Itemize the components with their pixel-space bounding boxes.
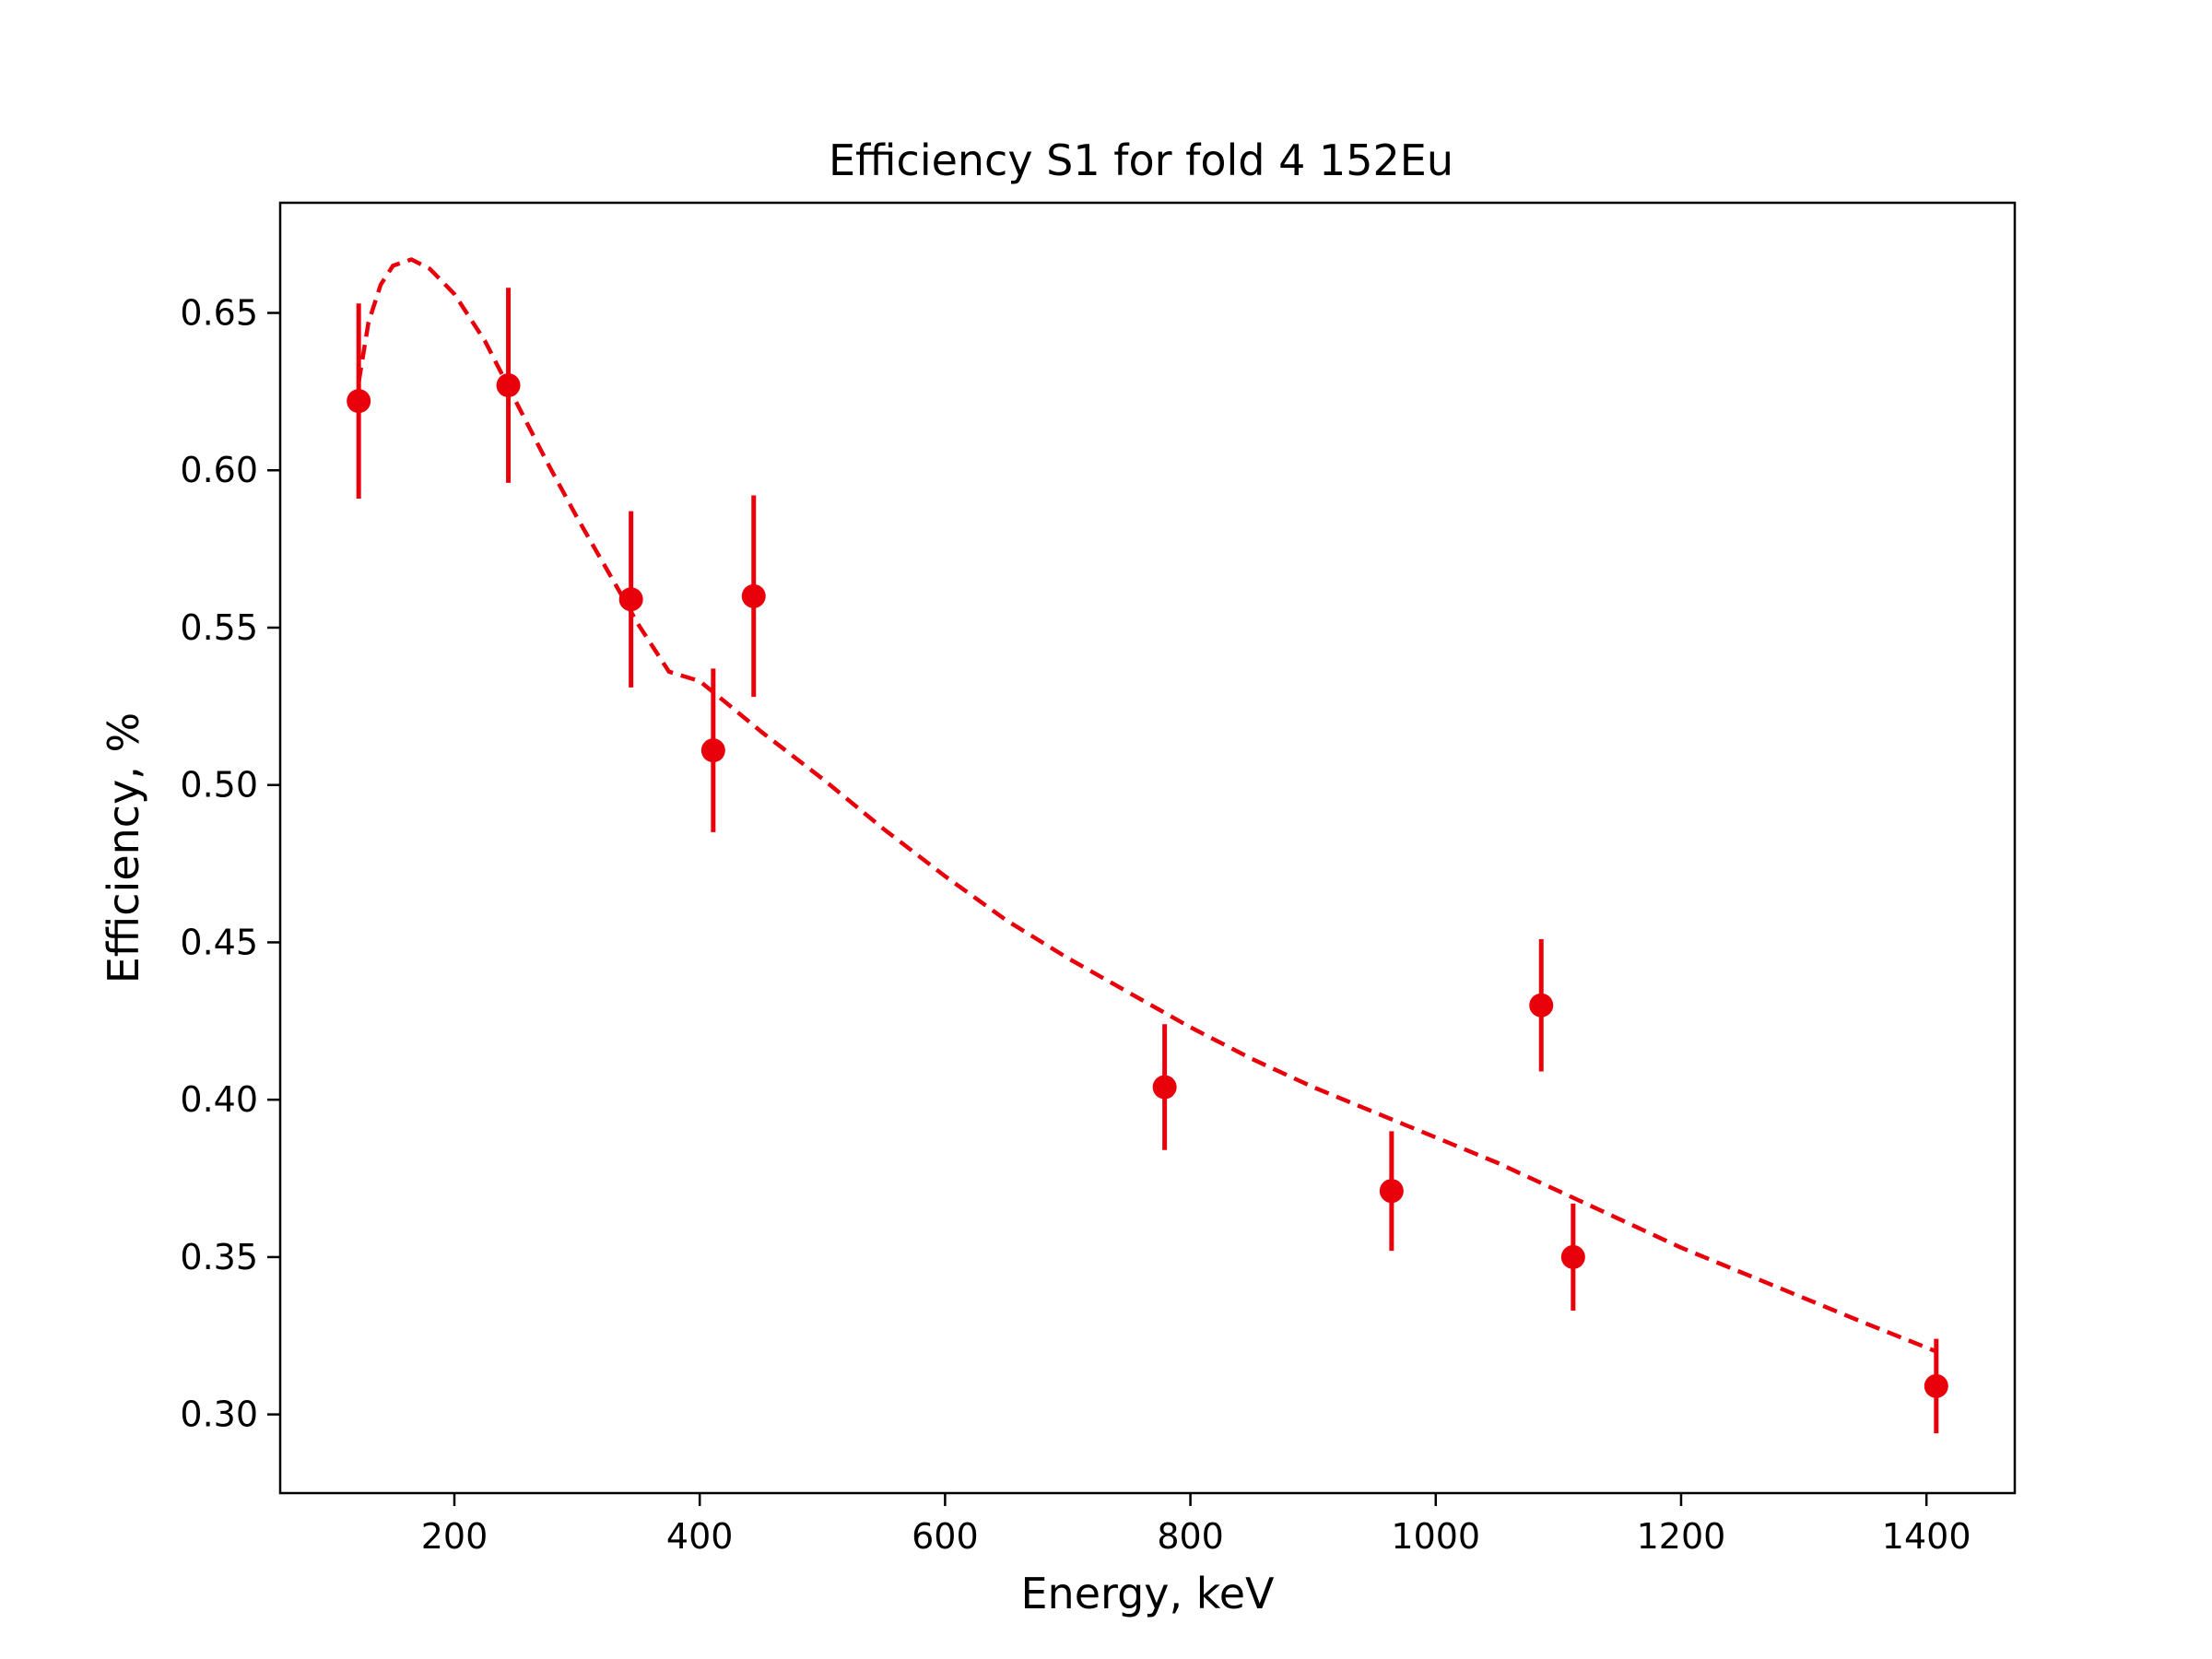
fit-curve <box>356 257 1937 1354</box>
data-points-layer <box>347 288 1948 1434</box>
x-axis: 200 400 600 800 1000 1200 1400 <box>421 1493 1971 1557</box>
data-point <box>741 583 766 608</box>
data-point <box>1379 1179 1404 1204</box>
x-tick-label: 400 <box>666 1516 734 1557</box>
y-tick-label: 0.50 <box>180 765 258 806</box>
x-tick-label: 1000 <box>1391 1516 1480 1557</box>
x-tick-label: 1400 <box>1882 1516 1971 1557</box>
chart-title: Efficiency S1 for fold 4 152Eu <box>829 135 1453 185</box>
data-point <box>347 389 371 414</box>
x-axis-label: Energy, keV <box>1020 1569 1275 1618</box>
fit-curve-layer <box>356 257 1937 1354</box>
data-point <box>1529 993 1554 1018</box>
data-point <box>1924 1373 1948 1398</box>
data-point <box>618 587 643 612</box>
y-tick-label: 0.35 <box>180 1237 258 1277</box>
y-tick-label: 0.60 <box>180 450 258 490</box>
y-tick-label: 0.65 <box>180 293 258 334</box>
y-tick-label: 0.40 <box>180 1079 258 1120</box>
y-tick-label: 0.55 <box>180 607 258 648</box>
x-tick-label: 1200 <box>1637 1516 1726 1557</box>
y-axis-label: Efficiency, % <box>99 712 148 984</box>
x-tick-label: 800 <box>1157 1516 1224 1557</box>
data-point <box>496 373 521 398</box>
x-tick-label: 200 <box>421 1516 488 1557</box>
y-tick-label: 0.45 <box>180 922 258 962</box>
y-axis: 0.30 0.35 0.40 0.45 0.50 0.55 0.60 0.65 <box>180 293 280 1435</box>
data-point <box>1560 1244 1585 1269</box>
y-tick-label: 0.30 <box>180 1394 258 1435</box>
plot-area <box>278 201 2017 1495</box>
data-point <box>1152 1075 1177 1100</box>
x-tick-label: 600 <box>912 1516 979 1557</box>
data-point <box>700 738 725 763</box>
